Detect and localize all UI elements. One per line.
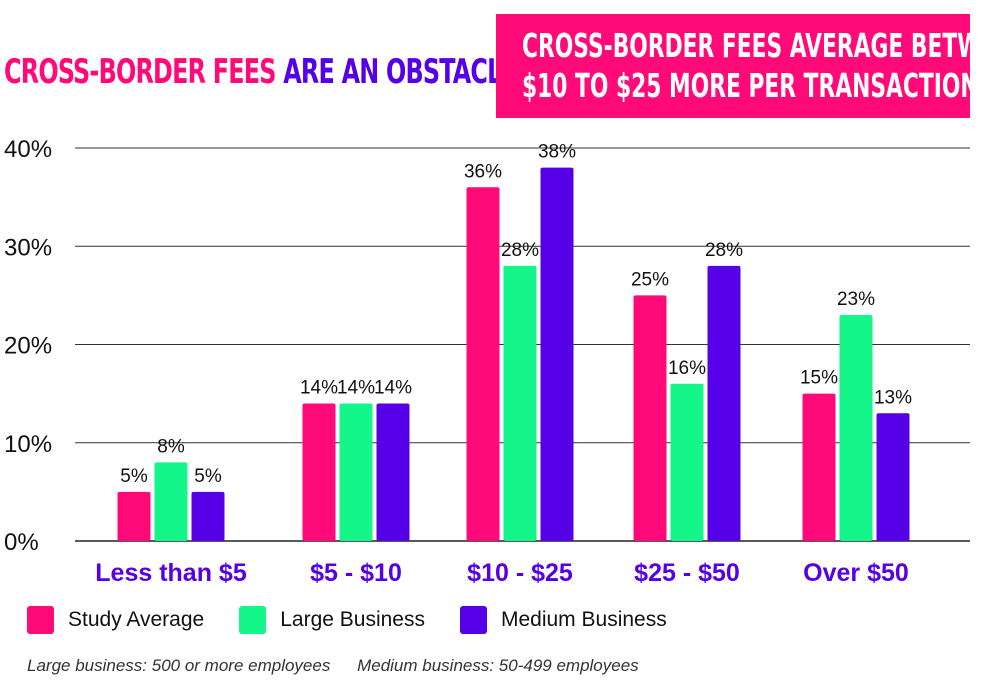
legend-label: Study Average: [68, 608, 205, 631]
y-tick-label: 40%: [4, 136, 52, 163]
data-label: 13%: [874, 387, 912, 408]
bar: [839, 315, 873, 541]
bar: [466, 187, 500, 542]
bar: [117, 491, 151, 541]
data-label: 15%: [800, 368, 838, 389]
x-tick-label: $5 - $10: [310, 559, 402, 587]
data-label: 5%: [120, 466, 148, 487]
note-medium: Medium business: 50-499 employees: [357, 656, 639, 675]
bar: [154, 462, 188, 541]
data-label: 14%: [337, 377, 375, 398]
legend-item-medium-business: Medium Business: [459, 606, 667, 634]
legend-label: Large Business: [280, 608, 425, 631]
legend-swatch: [459, 606, 487, 634]
bar: [376, 403, 410, 541]
legend-item-large-business: Large Business: [239, 606, 425, 634]
bar: [339, 403, 373, 541]
bar: [503, 265, 537, 541]
y-tick-label: 20%: [4, 333, 52, 360]
data-label: 28%: [705, 240, 743, 261]
bar: [707, 265, 741, 541]
legend-item-study-average: Study Average: [27, 606, 204, 634]
y-tick-label: 10%: [4, 431, 52, 458]
data-label: 25%: [631, 269, 669, 290]
bar: [540, 167, 574, 541]
data-label: 36%: [464, 161, 502, 182]
x-tick-label: Over $50: [803, 559, 909, 587]
footnotes: Large business: 500 or more employees Me…: [27, 656, 661, 676]
note-large: Large business: 500 or more employees: [27, 656, 331, 675]
bar: [191, 491, 225, 541]
data-label: 23%: [837, 289, 875, 310]
legend-swatch: [27, 606, 54, 634]
data-label: 14%: [374, 377, 412, 398]
data-label: 8%: [157, 436, 185, 457]
bar: [802, 393, 836, 541]
data-label: 14%: [300, 377, 338, 398]
data-label: 16%: [668, 358, 706, 379]
bar: [633, 295, 667, 541]
bar: [876, 413, 910, 541]
callout-text: CROSS-BORDER FEES AVERAGE BETWEEN $10 TO…: [522, 26, 981, 105]
bar-chart: 0%10%20%30%40%5%8%5%Less than $514%14%14…: [4, 136, 970, 587]
chart-title: CROSS-BORDER FEES ARE AN OBSTACLE: [4, 52, 518, 92]
callout-box: CROSS-BORDER FEES AVERAGE BETWEEN $10 TO…: [496, 14, 981, 118]
legend-label: Medium Business: [500, 608, 667, 631]
y-tick-label: 30%: [4, 234, 52, 261]
bar: [670, 383, 704, 541]
data-label: 5%: [194, 466, 222, 487]
title-part-2: ARE AN OBSTACLE: [283, 52, 518, 92]
data-label: 28%: [501, 240, 539, 261]
title-part-1: CROSS-BORDER FEES: [4, 52, 276, 92]
x-tick-label: $10 - $25: [467, 559, 573, 587]
x-tick-label: Less than $5: [95, 559, 247, 587]
data-label: 38%: [538, 142, 576, 163]
legend: Study Average Large Business Medium Busi…: [27, 606, 702, 634]
bar: [302, 403, 336, 541]
y-tick-label: 0%: [4, 529, 39, 556]
legend-swatch: [239, 606, 267, 634]
x-tick-label: $25 - $50: [634, 559, 740, 587]
